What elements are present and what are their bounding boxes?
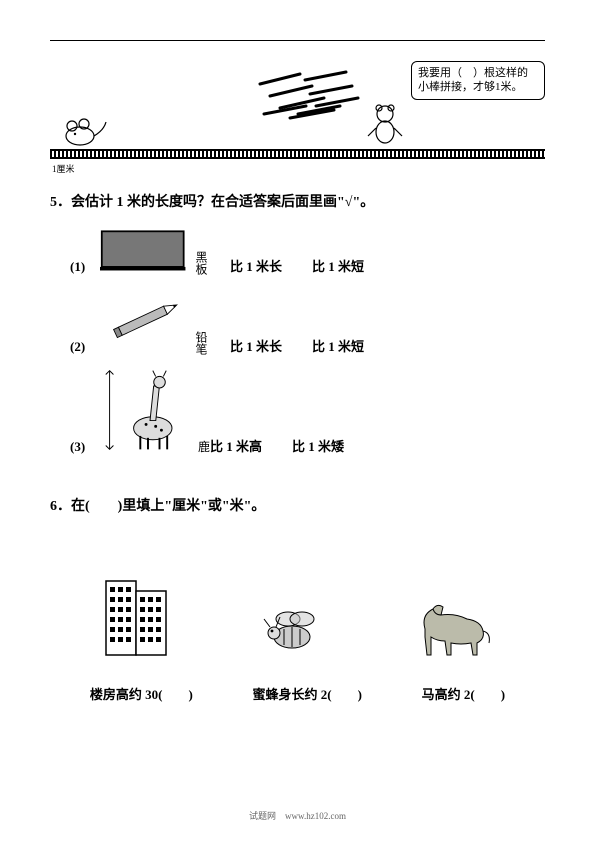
speech-text: 我要用（ ）根这样的小棒拼接，才够1米。: [418, 67, 528, 93]
item-label-2: 铅笔: [193, 331, 210, 355]
speech-bubble: 我要用（ ）根这样的小棒拼接，才够1米。: [411, 61, 545, 100]
pencil-icon: 铅笔: [100, 285, 210, 355]
item-num-1: (1): [70, 259, 100, 275]
track-label: 1厘米: [52, 162, 75, 175]
bear-icon: [365, 102, 405, 151]
choice-2b[interactable]: 比 1 米短: [312, 336, 364, 355]
choice-1b[interactable]: 比 1 米短: [312, 256, 364, 275]
q6-labels: 楼房高约 30( ) 蜜蜂身长约 2( ) 马高约 2( ): [50, 684, 545, 703]
blackboard-icon: 黑板: [100, 225, 210, 275]
choice-3a[interactable]: 比 1 米高: [210, 436, 262, 455]
deer-icon: 鹿: [100, 365, 210, 455]
top-divider: [50, 40, 545, 41]
item-label-3: 鹿: [198, 438, 210, 455]
q6-images: [50, 575, 545, 664]
mouse-icon: [60, 112, 108, 153]
sticks-icon: [250, 66, 370, 131]
q5-item-2: (2) 铅笔 比 1 米长 比 1 米短: [50, 285, 545, 355]
item-num-2: (2): [70, 339, 100, 355]
q5-choices-2: 比 1 米长 比 1 米短: [230, 336, 364, 355]
q6-label-3[interactable]: 马高约 2( ): [422, 684, 505, 703]
choice-3b[interactable]: 比 1 米矮: [292, 436, 344, 455]
q6-title: 6．在( )里填上"厘米"或"米"。: [50, 495, 545, 515]
q5-title: 5．会估计 1 米的长度吗？在合适答案后面里画"√"。: [50, 191, 545, 211]
item-label-1: 黑板: [193, 251, 210, 275]
choice-2a[interactable]: 比 1 米长: [230, 336, 282, 355]
item-num-3: (3): [70, 439, 100, 455]
horse-icon: [407, 593, 497, 664]
q5-item-1: (1) 黑板 比 1 米长 比 1 米短: [50, 225, 545, 275]
q5-item-3: (3) 鹿 比 1 米高 比 1 米: [50, 365, 545, 455]
bee-icon: [254, 603, 330, 664]
q5-choices-1: 比 1 米长 比 1 米短: [230, 256, 364, 275]
top-scene: 我要用（ ）根这样的小棒拼接，才够1米。: [50, 61, 545, 171]
footer: 试题网 www.hz102.com: [0, 809, 595, 822]
page: 我要用（ ）根这样的小棒拼接，才够1米。: [0, 0, 595, 842]
q6-label-1[interactable]: 楼房高约 30( ): [90, 684, 193, 703]
building-icon: [98, 575, 178, 664]
choice-1a[interactable]: 比 1 米长: [230, 256, 282, 275]
q5-choices-3: 比 1 米高 比 1 米矮: [210, 436, 344, 455]
q6-label-2[interactable]: 蜜蜂身长约 2( ): [253, 684, 362, 703]
track-line: [50, 149, 545, 159]
